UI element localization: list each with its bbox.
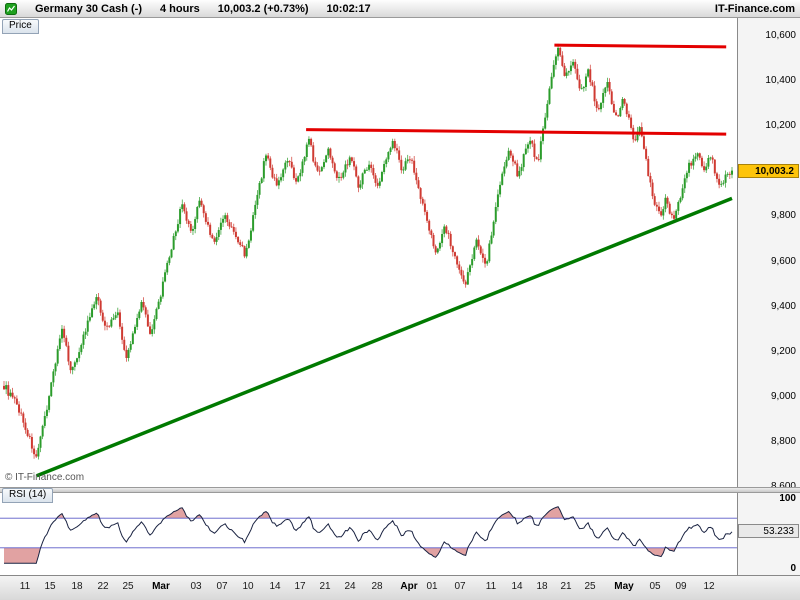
clock-label: 10:02:17 [326,2,371,15]
time-axis-label: 15 [44,581,56,592]
rsi-axis-max-label: 100 [779,493,796,504]
price-axis-label: 10,200 [765,120,796,132]
rsi-tab[interactable]: RSI (14) [2,488,54,503]
time-axis-label: 07 [454,581,466,592]
time-axis-label: 14 [269,581,281,592]
price-axis-label: 10,400 [765,75,796,87]
time-axis-label: 07 [216,581,228,592]
price-axis-label: 9,600 [770,255,796,267]
rsi-axis-min-label: 0 [790,563,796,574]
time-axis-label: 01 [426,581,438,592]
price-chart-canvas[interactable] [0,18,737,487]
instrument-chart-icon [5,2,17,15]
quote-label: 10,003.2 (+0.73%) [217,2,309,15]
time-axis-label: 24 [344,581,356,592]
last-price-badge: 10,003.2 [738,163,799,178]
time-axis-label: 21 [560,581,572,592]
time-axis-label: 25 [122,581,134,592]
time-axis-label: 18 [536,581,548,592]
time-axis-label: 11 [485,581,497,592]
time-axis-label: 18 [71,581,83,592]
time-axis-label: May [614,581,634,592]
price-axis-label: 9,000 [770,390,796,402]
rsi-pane: 100 0 [0,493,800,575]
time-axis-label: 12 [703,581,715,592]
rsi-chart-canvas[interactable] [0,493,737,575]
brand-label: IT-Finance.com [714,2,795,15]
price-pane: 10,60010,40010,20010,0009,8009,6009,4009… [0,18,800,487]
price-axis[interactable]: 10,60010,40010,20010,0009,8009,6009,4009… [737,18,800,487]
header-bar: Germany 30 Cash (-) 4 hours 10,003.2 (+0… [0,0,800,18]
time-axis-label: Apr [400,581,418,592]
time-axis-label: 14 [511,581,523,592]
time-axis-label: 28 [371,581,383,592]
price-axis-label: 8,600 [770,481,796,487]
pane-splitter[interactable] [0,487,800,493]
price-axis-label: 9,400 [770,300,796,312]
price-axis-label: 8,800 [770,435,796,447]
time-axis-label: 03 [190,581,202,592]
instrument-name: Germany 30 Cash (-) [35,2,142,15]
time-axis-label: 17 [294,581,306,592]
time-axis[interactable]: 11 15 18 22 25 Mar 03 07 10 14 17 21 24 28 Apr 01 07 11 14… [0,575,800,600]
price-axis-label: 9,200 [770,345,796,357]
rsi-value-badge: 53.233 [738,523,799,538]
price-tab[interactable]: Price [2,19,39,34]
time-axis-label: 21 [319,581,331,592]
time-axis-label: 22 [97,581,109,592]
time-axis-label: 25 [584,581,596,592]
price-axis-label: 10,600 [765,30,796,42]
price-axis-label: 9,800 [770,210,796,222]
timeframe-label: 4 hours [159,2,200,15]
time-axis-label: 10 [242,581,254,592]
copyright-label: © IT-Finance.com [5,472,85,483]
time-axis-label: 09 [675,581,687,592]
time-axis-label: 05 [649,581,661,592]
time-axis-label: Mar [152,581,170,592]
time-axis-label: 11 [19,581,31,592]
